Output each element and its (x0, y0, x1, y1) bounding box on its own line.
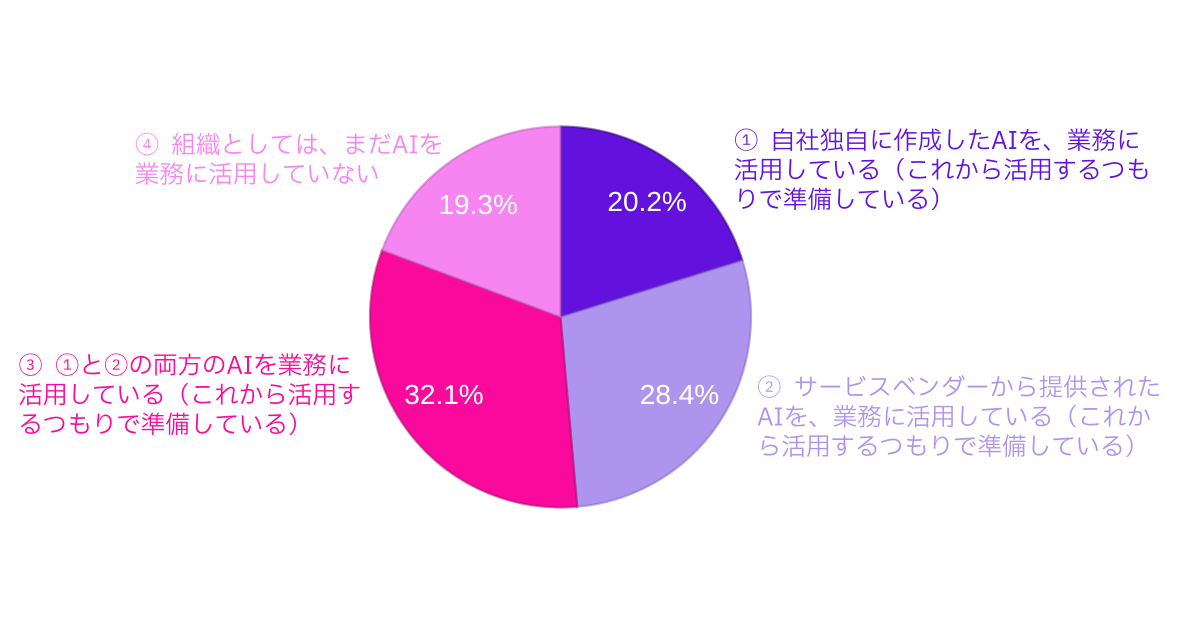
svg-text:28.4%: 28.4% (640, 379, 719, 410)
svg-text:19.3%: 19.3% (438, 189, 517, 220)
svg-text:32.1%: 32.1% (404, 379, 483, 410)
svg-text:20.2%: 20.2% (607, 186, 686, 217)
